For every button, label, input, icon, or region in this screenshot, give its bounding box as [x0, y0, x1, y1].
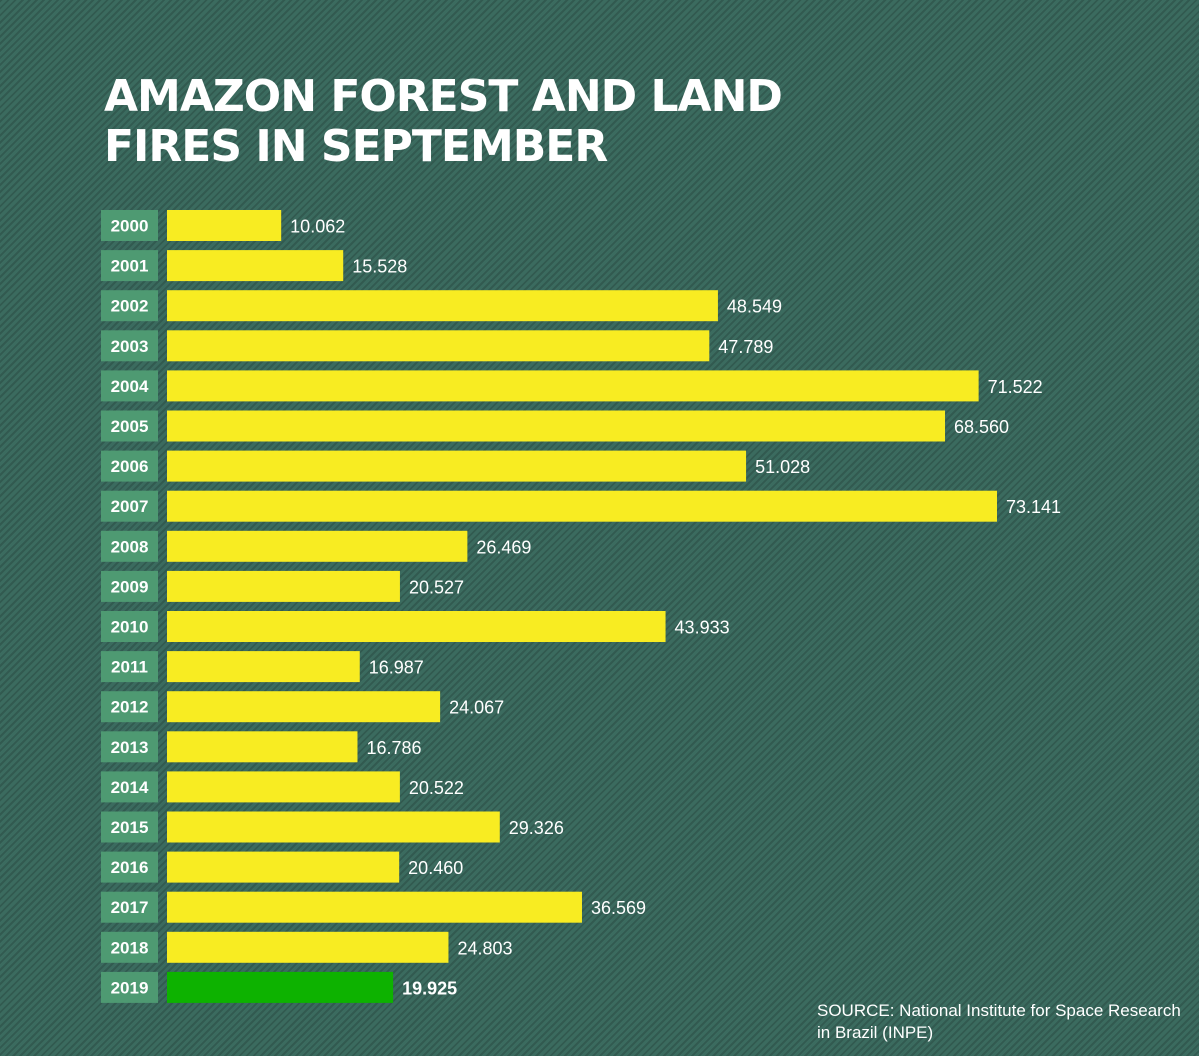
year-label-bg — [101, 250, 158, 282]
year-label-bg — [101, 771, 158, 803]
year-label-bg — [101, 971, 158, 1003]
bar — [167, 370, 979, 402]
year-label-bg — [101, 210, 158, 241]
year-label: 2006 — [111, 457, 149, 476]
year-label: 2009 — [111, 577, 149, 596]
data-label: 19.925 — [402, 978, 457, 998]
year-label: 2014 — [111, 778, 149, 797]
data-label: 24.067 — [449, 698, 504, 718]
year-label-bg — [101, 931, 158, 963]
data-label: 20.460 — [408, 858, 463, 878]
year-label-bg — [101, 570, 158, 602]
year-label-bg — [101, 450, 158, 482]
data-label: 71.522 — [988, 377, 1043, 397]
data-label: 16.987 — [369, 658, 424, 678]
year-label-bg — [101, 410, 158, 442]
year-label-bg — [101, 530, 158, 562]
year-label: 2015 — [111, 818, 149, 837]
year-label-bg — [101, 691, 158, 723]
bar — [167, 450, 747, 482]
year-label-bg — [101, 330, 158, 362]
year-label-bg — [101, 651, 158, 683]
year-label: 2016 — [111, 858, 149, 877]
year-label-bg — [101, 811, 158, 843]
bar — [167, 611, 666, 642]
year-label: 2002 — [111, 297, 149, 316]
data-label: 43.933 — [675, 618, 730, 638]
bar — [167, 330, 710, 362]
bar — [167, 731, 358, 763]
bar — [167, 410, 946, 442]
bar — [167, 651, 360, 683]
bar — [167, 851, 400, 883]
data-label: 16.786 — [366, 738, 421, 758]
year-label: 2017 — [111, 898, 149, 917]
data-label: 47.789 — [718, 337, 773, 357]
bar — [167, 490, 997, 522]
data-label: 36.569 — [591, 898, 646, 918]
data-label: 20.522 — [409, 778, 464, 798]
year-label-bg — [101, 891, 158, 923]
year-label-bg — [101, 490, 158, 522]
bar — [167, 290, 718, 322]
data-label: 48.549 — [727, 297, 782, 317]
year-label: 2008 — [111, 537, 149, 556]
bar — [167, 530, 468, 562]
year-label: 2001 — [111, 257, 149, 276]
bar — [167, 771, 400, 803]
bar — [167, 891, 582, 923]
year-label: 2019 — [111, 978, 149, 997]
data-label: 10.062 — [290, 217, 345, 237]
data-label: 26.469 — [476, 537, 531, 557]
bar — [167, 210, 282, 241]
year-label: 2003 — [111, 337, 149, 356]
data-label: 29.326 — [509, 818, 564, 838]
year-label: 2018 — [111, 938, 149, 957]
year-label: 2012 — [111, 698, 149, 717]
data-label: 15.528 — [352, 257, 407, 277]
year-label: 2007 — [111, 497, 149, 516]
chart-title: AMAZON FOREST AND LAND FIRES IN SEPTEMBE… — [104, 71, 783, 172]
source-note: SOURCE: National Institute for Space Res… — [817, 1001, 1181, 1042]
bar — [167, 570, 400, 602]
data-label: 68.560 — [954, 417, 1009, 437]
bar — [167, 250, 344, 282]
year-label-bg — [101, 370, 158, 402]
bar — [167, 931, 449, 963]
data-label: 73.141 — [1006, 497, 1061, 517]
year-label: 2011 — [111, 658, 148, 677]
highlight-bar — [167, 971, 394, 1003]
year-label-bg — [101, 611, 158, 642]
year-label: 2005 — [111, 417, 149, 436]
year-label: 2013 — [111, 738, 149, 757]
data-label: 51.028 — [755, 457, 810, 477]
year-label-bg — [101, 851, 158, 883]
bar — [167, 691, 441, 723]
data-label: 20.527 — [409, 577, 464, 597]
bar — [167, 811, 500, 843]
year-label: 2004 — [111, 377, 149, 396]
year-label: 2000 — [111, 217, 149, 236]
year-label-bg — [101, 290, 158, 322]
data-label: 24.803 — [457, 938, 512, 958]
year-label-bg — [101, 731, 158, 763]
year-label: 2010 — [111, 618, 149, 637]
